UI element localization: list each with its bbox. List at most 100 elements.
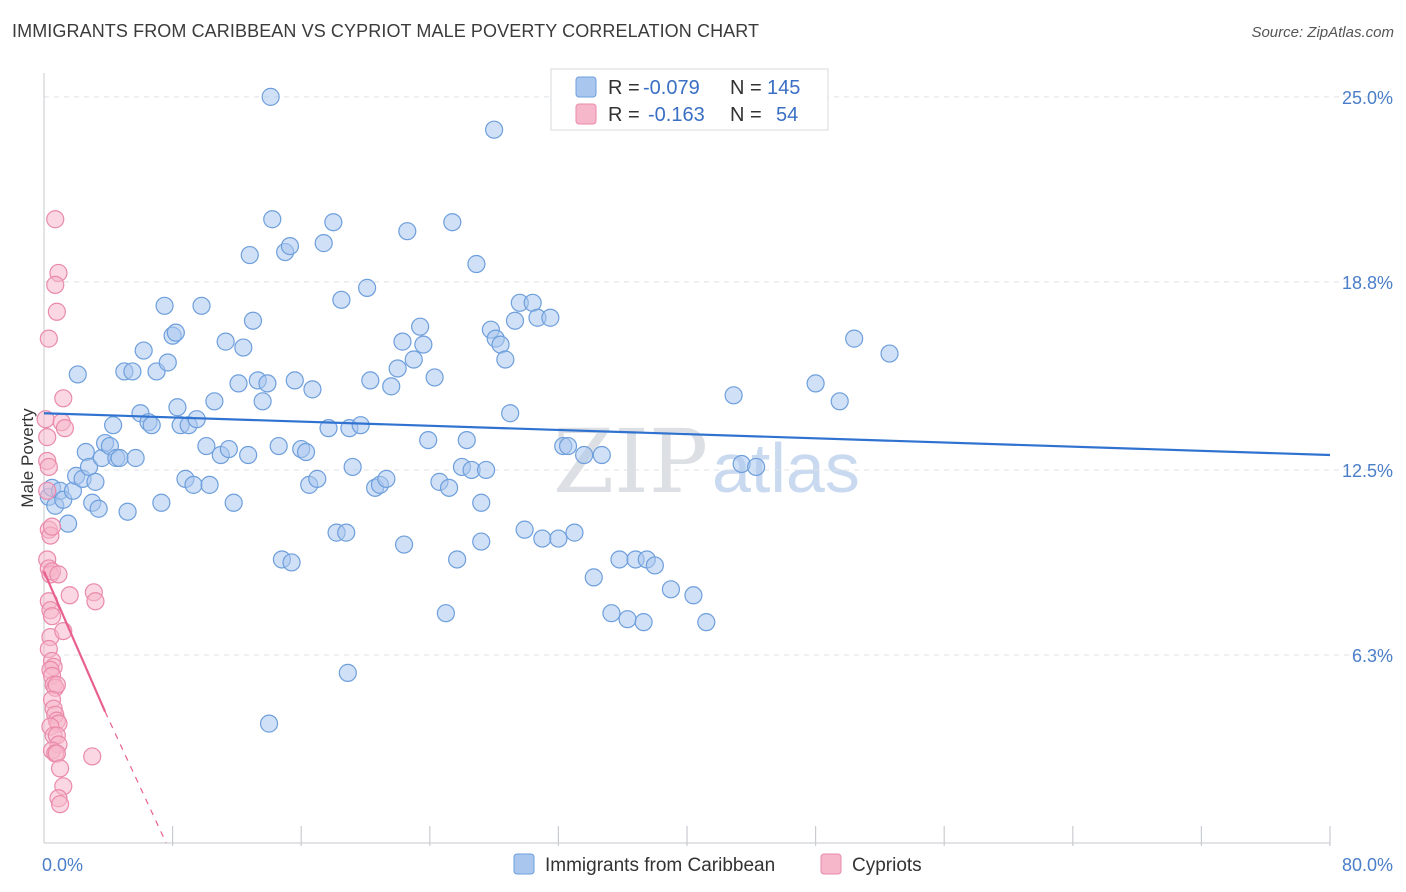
x-tick-label-max: 80.0% xyxy=(1342,855,1393,875)
x-tick-label-min: 0.0% xyxy=(42,855,83,875)
cypriots-point-43 xyxy=(39,329,58,348)
legend-r-value-caribbean: -0.079 xyxy=(643,77,700,99)
cypriots-point-4 xyxy=(38,481,57,500)
caribbean-point-18 xyxy=(104,416,123,435)
source-label: Source: ZipAtlas.com xyxy=(1251,24,1394,41)
caribbean-point-54 xyxy=(258,374,277,393)
caribbean-point-67 xyxy=(319,419,338,438)
caribbean-point-46 xyxy=(219,439,238,459)
caribbean-point-114 xyxy=(565,523,584,542)
caribbean-point-56 xyxy=(269,436,288,456)
caribbean-point-90 xyxy=(436,604,455,623)
cypriots-point-52 xyxy=(49,565,68,584)
caribbean-point-84 xyxy=(404,350,423,369)
caribbean-point-98 xyxy=(476,460,496,480)
caribbean-point-51 xyxy=(243,311,263,330)
caribbean-point-14 xyxy=(89,499,108,518)
caribbean-point-20 xyxy=(110,448,129,468)
caribbean-point-83 xyxy=(398,222,417,241)
caribbean-point-42 xyxy=(200,475,219,494)
cypriots-point-35 xyxy=(50,759,70,778)
caribbean-point-135 xyxy=(439,478,459,497)
cypriots-point-1 xyxy=(38,428,57,447)
caribbean-point-74 xyxy=(351,416,370,435)
cypriots-point-46 xyxy=(55,419,74,438)
chart-title: IMMIGRANTS FROM CARIBBEAN VS CYPRIOT MAL… xyxy=(12,21,760,41)
caribbean-point-94 xyxy=(457,430,476,450)
legend-n-label-caribbean: N = xyxy=(730,77,762,99)
caribbean-point-126 xyxy=(684,586,703,605)
caribbean-point-64 xyxy=(303,380,322,399)
caribbean-point-97 xyxy=(472,493,491,512)
caribbean-point-124 xyxy=(645,556,664,575)
x-axis-ticks xyxy=(172,826,1331,846)
legend-swatch-cypriots xyxy=(575,103,597,125)
legend-r-label-cypriots: R = xyxy=(608,104,640,126)
caribbean-point-71 xyxy=(337,523,356,542)
caribbean-point-106 xyxy=(515,520,534,539)
caribbean-point-70 xyxy=(332,290,351,309)
cypriots-point-13 xyxy=(42,607,62,626)
caribbean-point-138 xyxy=(261,87,280,106)
cypriots-point-50 xyxy=(83,747,102,766)
trend-line-cypriots xyxy=(42,570,107,713)
caribbean-point-137 xyxy=(259,714,279,733)
caribbean-point-109 xyxy=(533,529,552,548)
legend-r-label-caribbean: R = xyxy=(608,77,640,99)
legend-n-value-caribbean: 145 xyxy=(767,77,800,99)
caribbean-point-86 xyxy=(414,335,433,354)
caribbean-point-32 xyxy=(158,353,177,372)
caribbean-point-31 xyxy=(155,296,174,315)
caribbean-point-45 xyxy=(216,332,235,351)
caribbean-point-140 xyxy=(394,535,414,554)
caribbean-point-117 xyxy=(592,445,611,465)
caribbean-point-132 xyxy=(830,392,849,411)
bottom-legend-label-cypriots: Cypriots xyxy=(852,855,922,876)
series-legend: Immigrants from Caribbean Cypriots xyxy=(513,853,922,876)
legend-n-value-cypriots: 54 xyxy=(776,104,798,126)
caribbean-point-125 xyxy=(661,580,681,599)
cypriots-point-34 xyxy=(47,744,66,763)
caribbean-point-102 xyxy=(496,350,515,369)
caribbean-point-79 xyxy=(377,469,396,488)
bottom-legend-label-caribbean: Immigrants from Caribbean xyxy=(545,855,775,876)
caribbean-point-87 xyxy=(419,430,438,450)
cypriots-point-39 xyxy=(46,210,65,229)
cypriots-point-3 xyxy=(39,457,58,477)
caribbean-point-134 xyxy=(880,344,899,363)
caribbean-point-48 xyxy=(229,374,248,393)
caribbean-point-115 xyxy=(575,445,594,465)
caribbean-point-111 xyxy=(549,529,568,548)
caribbean-point-104 xyxy=(505,311,525,330)
caribbean-point-131 xyxy=(806,374,825,393)
caribbean-point-113 xyxy=(558,436,578,456)
cypriots-point-41 xyxy=(46,275,65,294)
caribbean-point-41 xyxy=(197,436,216,456)
trend-lines xyxy=(42,412,1331,844)
caribbean-point-96 xyxy=(467,254,486,274)
caribbean-point-120 xyxy=(618,610,637,629)
caribbean-point-80 xyxy=(382,377,401,396)
caribbean-point-13 xyxy=(86,472,105,491)
caribbean-point-23 xyxy=(123,362,142,381)
legend-n-label-cypriots: N = xyxy=(730,104,762,126)
caribbean-point-110 xyxy=(541,308,560,327)
caribbean-point-30 xyxy=(152,493,171,512)
cypriots-point-47 xyxy=(60,586,79,605)
caribbean-point-26 xyxy=(134,341,153,360)
caribbean-point-66 xyxy=(314,234,333,253)
caribbean-point-43 xyxy=(205,392,224,411)
y-tick-label-12-5: 12.5% xyxy=(1342,461,1393,481)
series-cypriots-points xyxy=(36,210,105,814)
caribbean-point-91 xyxy=(443,213,462,232)
cypriots-point-53 xyxy=(42,517,62,536)
caribbean-point-24 xyxy=(126,448,145,468)
caribbean-point-75 xyxy=(358,278,377,297)
caribbean-point-143 xyxy=(282,553,301,572)
caribbean-point-144 xyxy=(472,532,491,551)
cypriots-point-38 xyxy=(50,795,70,814)
caribbean-point-103 xyxy=(501,404,520,423)
bottom-legend-swatch-cypriots xyxy=(820,853,842,875)
caribbean-point-82 xyxy=(393,332,412,351)
